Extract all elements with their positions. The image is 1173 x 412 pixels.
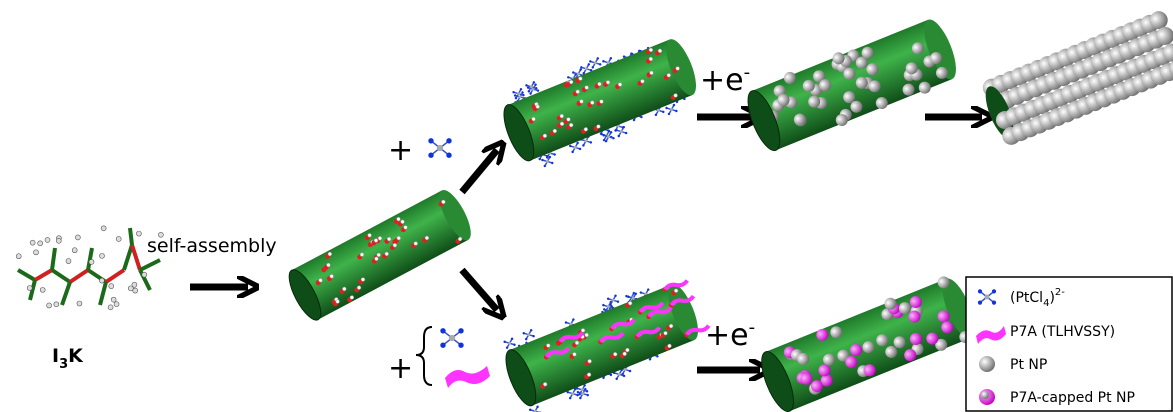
atom — [992, 289, 996, 293]
nanofiber — [493, 24, 706, 175]
label-part: I — [52, 345, 59, 367]
atom — [446, 153, 451, 158]
h-atom — [47, 303, 52, 308]
peptide-icon — [445, 366, 490, 388]
label-sup: - — [749, 317, 756, 338]
legend-label: P7A (TLHVSSY) — [1010, 324, 1115, 340]
h-atom — [34, 250, 39, 255]
h-atom — [114, 302, 119, 307]
nanofiber — [495, 266, 716, 412]
label-sup: 2- — [1055, 287, 1065, 298]
bond — [132, 245, 140, 270]
bond — [35, 270, 52, 280]
bond — [140, 260, 160, 270]
atom — [428, 138, 433, 143]
h-atom — [109, 284, 114, 289]
label-sup: - — [744, 62, 751, 83]
h-atom — [66, 259, 71, 264]
atom — [446, 138, 451, 143]
plus: + — [388, 133, 413, 168]
reduction-label: +e- — [700, 62, 750, 98]
label-part: (PtCl — [1010, 290, 1043, 306]
atom — [440, 328, 445, 333]
atom — [985, 295, 990, 300]
atom — [992, 301, 996, 305]
h-atom — [38, 241, 43, 246]
h-atom — [16, 254, 21, 259]
bond — [18, 270, 35, 280]
label-sub: 3 — [59, 357, 68, 372]
nanowire-bundle — [977, 8, 1173, 148]
legend-label: P7A-capped Pt NP — [1010, 390, 1135, 406]
bond — [130, 228, 132, 245]
tube-body — [508, 39, 693, 160]
label-part: +e — [705, 318, 749, 353]
nanofiber — [283, 186, 477, 324]
bond — [70, 270, 88, 282]
arrow — [462, 150, 497, 192]
bond — [52, 270, 70, 282]
ptcl4-icon — [440, 328, 463, 348]
tube-body — [510, 284, 695, 405]
h-atom — [142, 272, 147, 277]
step-label: self-assembly — [147, 235, 277, 257]
atom — [978, 301, 982, 305]
atom — [440, 343, 445, 348]
h-atom — [89, 259, 94, 264]
h-atom — [99, 253, 104, 258]
h-atom — [99, 278, 104, 283]
molecule-label: I3K — [52, 345, 84, 372]
diagram: I3K self-assembly + + +e- +e- (PtCl4)2- … — [0, 0, 1173, 412]
bond — [124, 245, 132, 270]
atom — [458, 343, 463, 348]
h-atom — [77, 301, 82, 306]
label-part: K — [68, 345, 84, 367]
bond — [52, 248, 55, 270]
reduction-label: +e- — [705, 317, 755, 353]
molecule — [16, 226, 163, 310]
h-atom — [128, 286, 133, 291]
bond — [100, 282, 106, 305]
h-atom — [54, 302, 59, 307]
legend-pt-np — [979, 356, 995, 372]
h-atom — [72, 248, 77, 253]
h-atom — [101, 226, 106, 231]
nanofiber — [754, 271, 982, 412]
atom — [437, 145, 443, 151]
arrow — [462, 270, 497, 310]
h-atom — [40, 287, 45, 292]
h-atom — [116, 236, 121, 241]
nanofiber — [740, 12, 964, 158]
atom — [449, 335, 455, 341]
legend-label: Pt NP — [1010, 357, 1047, 373]
h-atom — [136, 231, 141, 236]
h-atom — [30, 240, 35, 245]
h-atom — [75, 235, 80, 240]
h-atom — [111, 297, 116, 302]
brace — [416, 327, 432, 385]
atom — [458, 328, 463, 333]
bond — [88, 248, 92, 270]
bond — [62, 282, 70, 305]
ptcl4-icon — [428, 138, 451, 158]
h-atom — [56, 238, 61, 243]
atom — [428, 153, 433, 158]
atom — [978, 289, 982, 293]
label-part: +e — [700, 63, 744, 98]
legend-capped-np — [981, 391, 989, 399]
plus: + — [388, 351, 413, 386]
h-atom — [108, 305, 113, 310]
h-atom — [45, 237, 50, 242]
h-atom — [27, 285, 32, 290]
bond — [106, 270, 124, 282]
